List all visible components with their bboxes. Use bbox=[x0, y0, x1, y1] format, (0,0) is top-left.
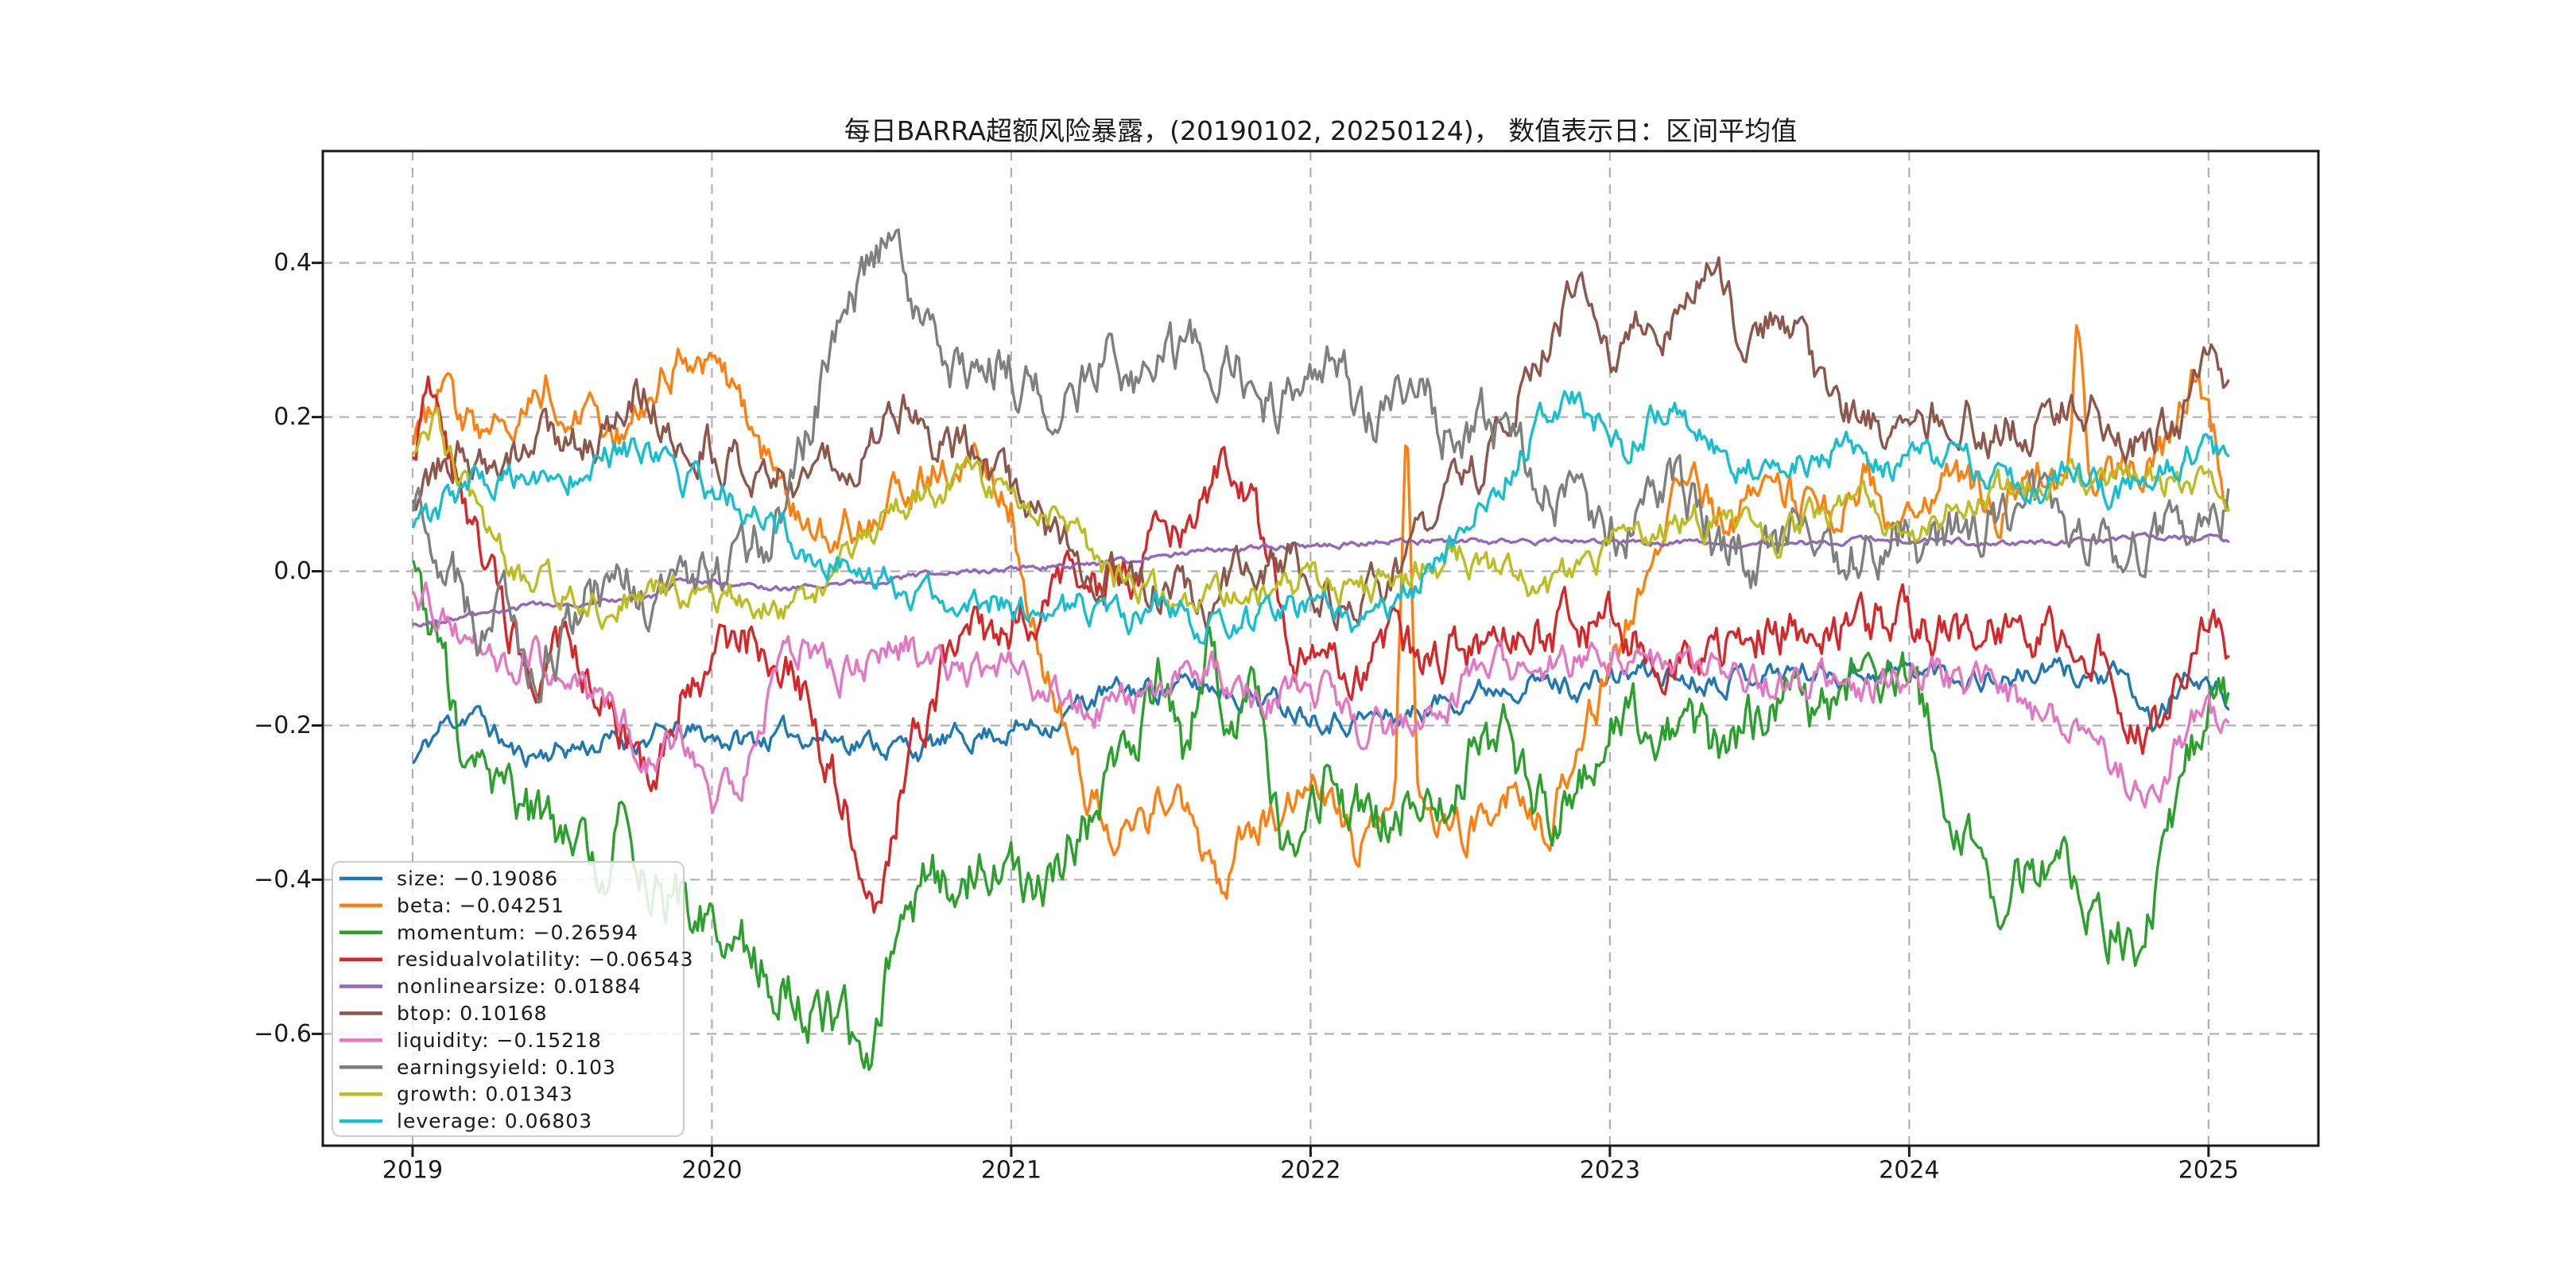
legend-entry-liquidity: liquidity: −0.15218 bbox=[339, 1029, 602, 1052]
legend-entry-momentum: momentum: −0.26594 bbox=[339, 921, 638, 944]
plot-border bbox=[321, 149, 2320, 1147]
series-line-momentum bbox=[412, 560, 2230, 1072]
y-tick-label-−0.2: −0.2 bbox=[254, 712, 312, 739]
legend-label-size: size: −0.19086 bbox=[397, 867, 558, 890]
series-line-nonlinearsize bbox=[412, 531, 2230, 628]
x-tick-label-2020: 2020 bbox=[681, 1157, 742, 1185]
x-tick-label-2024: 2024 bbox=[1879, 1157, 1939, 1185]
x-tick-label-2023: 2023 bbox=[1580, 1157, 1640, 1185]
series-line-earningsyield bbox=[412, 228, 2230, 704]
legend-label-growth: growth: 0.01343 bbox=[397, 1083, 573, 1106]
legend-label-residualvolatility: residualvolatility: −0.06543 bbox=[397, 948, 694, 971]
series-line-btop bbox=[412, 256, 2230, 633]
y-tick-label-0.4: 0.4 bbox=[274, 249, 312, 277]
x-tick-label-2022: 2022 bbox=[1280, 1157, 1340, 1185]
legend-entry-earningsyield: earningsyield: 0.103 bbox=[339, 1056, 616, 1079]
legend-label-liquidity: liquidity: −0.15218 bbox=[397, 1029, 602, 1052]
legend-frame bbox=[332, 861, 685, 1137]
legend-label-earningsyield: earningsyield: 0.103 bbox=[397, 1056, 616, 1079]
legend-entry-leverage: leverage: 0.06803 bbox=[339, 1110, 592, 1133]
x-tick-label-2025: 2025 bbox=[2178, 1157, 2239, 1185]
legend-entry-btop: btop: 0.10168 bbox=[339, 1002, 548, 1025]
legend-entry-growth: growth: 0.01343 bbox=[339, 1083, 573, 1106]
series-line-leverage bbox=[412, 390, 2230, 646]
x-tick-label-2021: 2021 bbox=[981, 1157, 1042, 1185]
legend-label-leverage: leverage: 0.06803 bbox=[397, 1110, 592, 1133]
y-tick-label-0.2: 0.2 bbox=[274, 403, 312, 431]
series-line-growth bbox=[412, 407, 2230, 630]
chart-title: 每日BARRA超额风险暴露，(20190102, 20250124)， 数值表示… bbox=[844, 115, 1797, 146]
legend-label-beta: beta: −0.04251 bbox=[397, 894, 564, 917]
series-line-residualvolatility bbox=[412, 375, 2230, 914]
legend-label-btop: btop: 0.10168 bbox=[397, 1002, 548, 1025]
y-tick-label-0.0: 0.0 bbox=[274, 557, 312, 585]
legend-label-nonlinearsize: nonlinearsize: 0.01884 bbox=[397, 975, 642, 998]
y-tick-label-−0.6: −0.6 bbox=[254, 1020, 312, 1048]
series-line-size bbox=[412, 657, 2230, 768]
series-line-liquidity bbox=[412, 581, 2230, 815]
x-tick-label-2019: 2019 bbox=[382, 1157, 443, 1185]
legend-label-momentum: momentum: −0.26594 bbox=[397, 921, 638, 944]
y-tick-label-−0.4: −0.4 bbox=[254, 866, 312, 894]
legend-entry-size: size: −0.19086 bbox=[339, 867, 558, 890]
axes-frame bbox=[312, 149, 2320, 1157]
series-lines bbox=[412, 228, 2230, 1072]
legend-box: size: −0.19086 beta: −0.04251 momentum: −0… bbox=[332, 861, 694, 1137]
legend-entry-nonlinearsize: nonlinearsize: 0.01884 bbox=[339, 975, 642, 998]
tick-labels: 2019 2020 2021 2022 2023 2024 2025 0.4 0.2 0.0 −0.… bbox=[254, 249, 2239, 1184]
legend-entry-residualvolatility: residualvolatility: −0.06543 bbox=[339, 948, 694, 971]
legend-entry-beta: beta: −0.04251 bbox=[339, 894, 564, 917]
